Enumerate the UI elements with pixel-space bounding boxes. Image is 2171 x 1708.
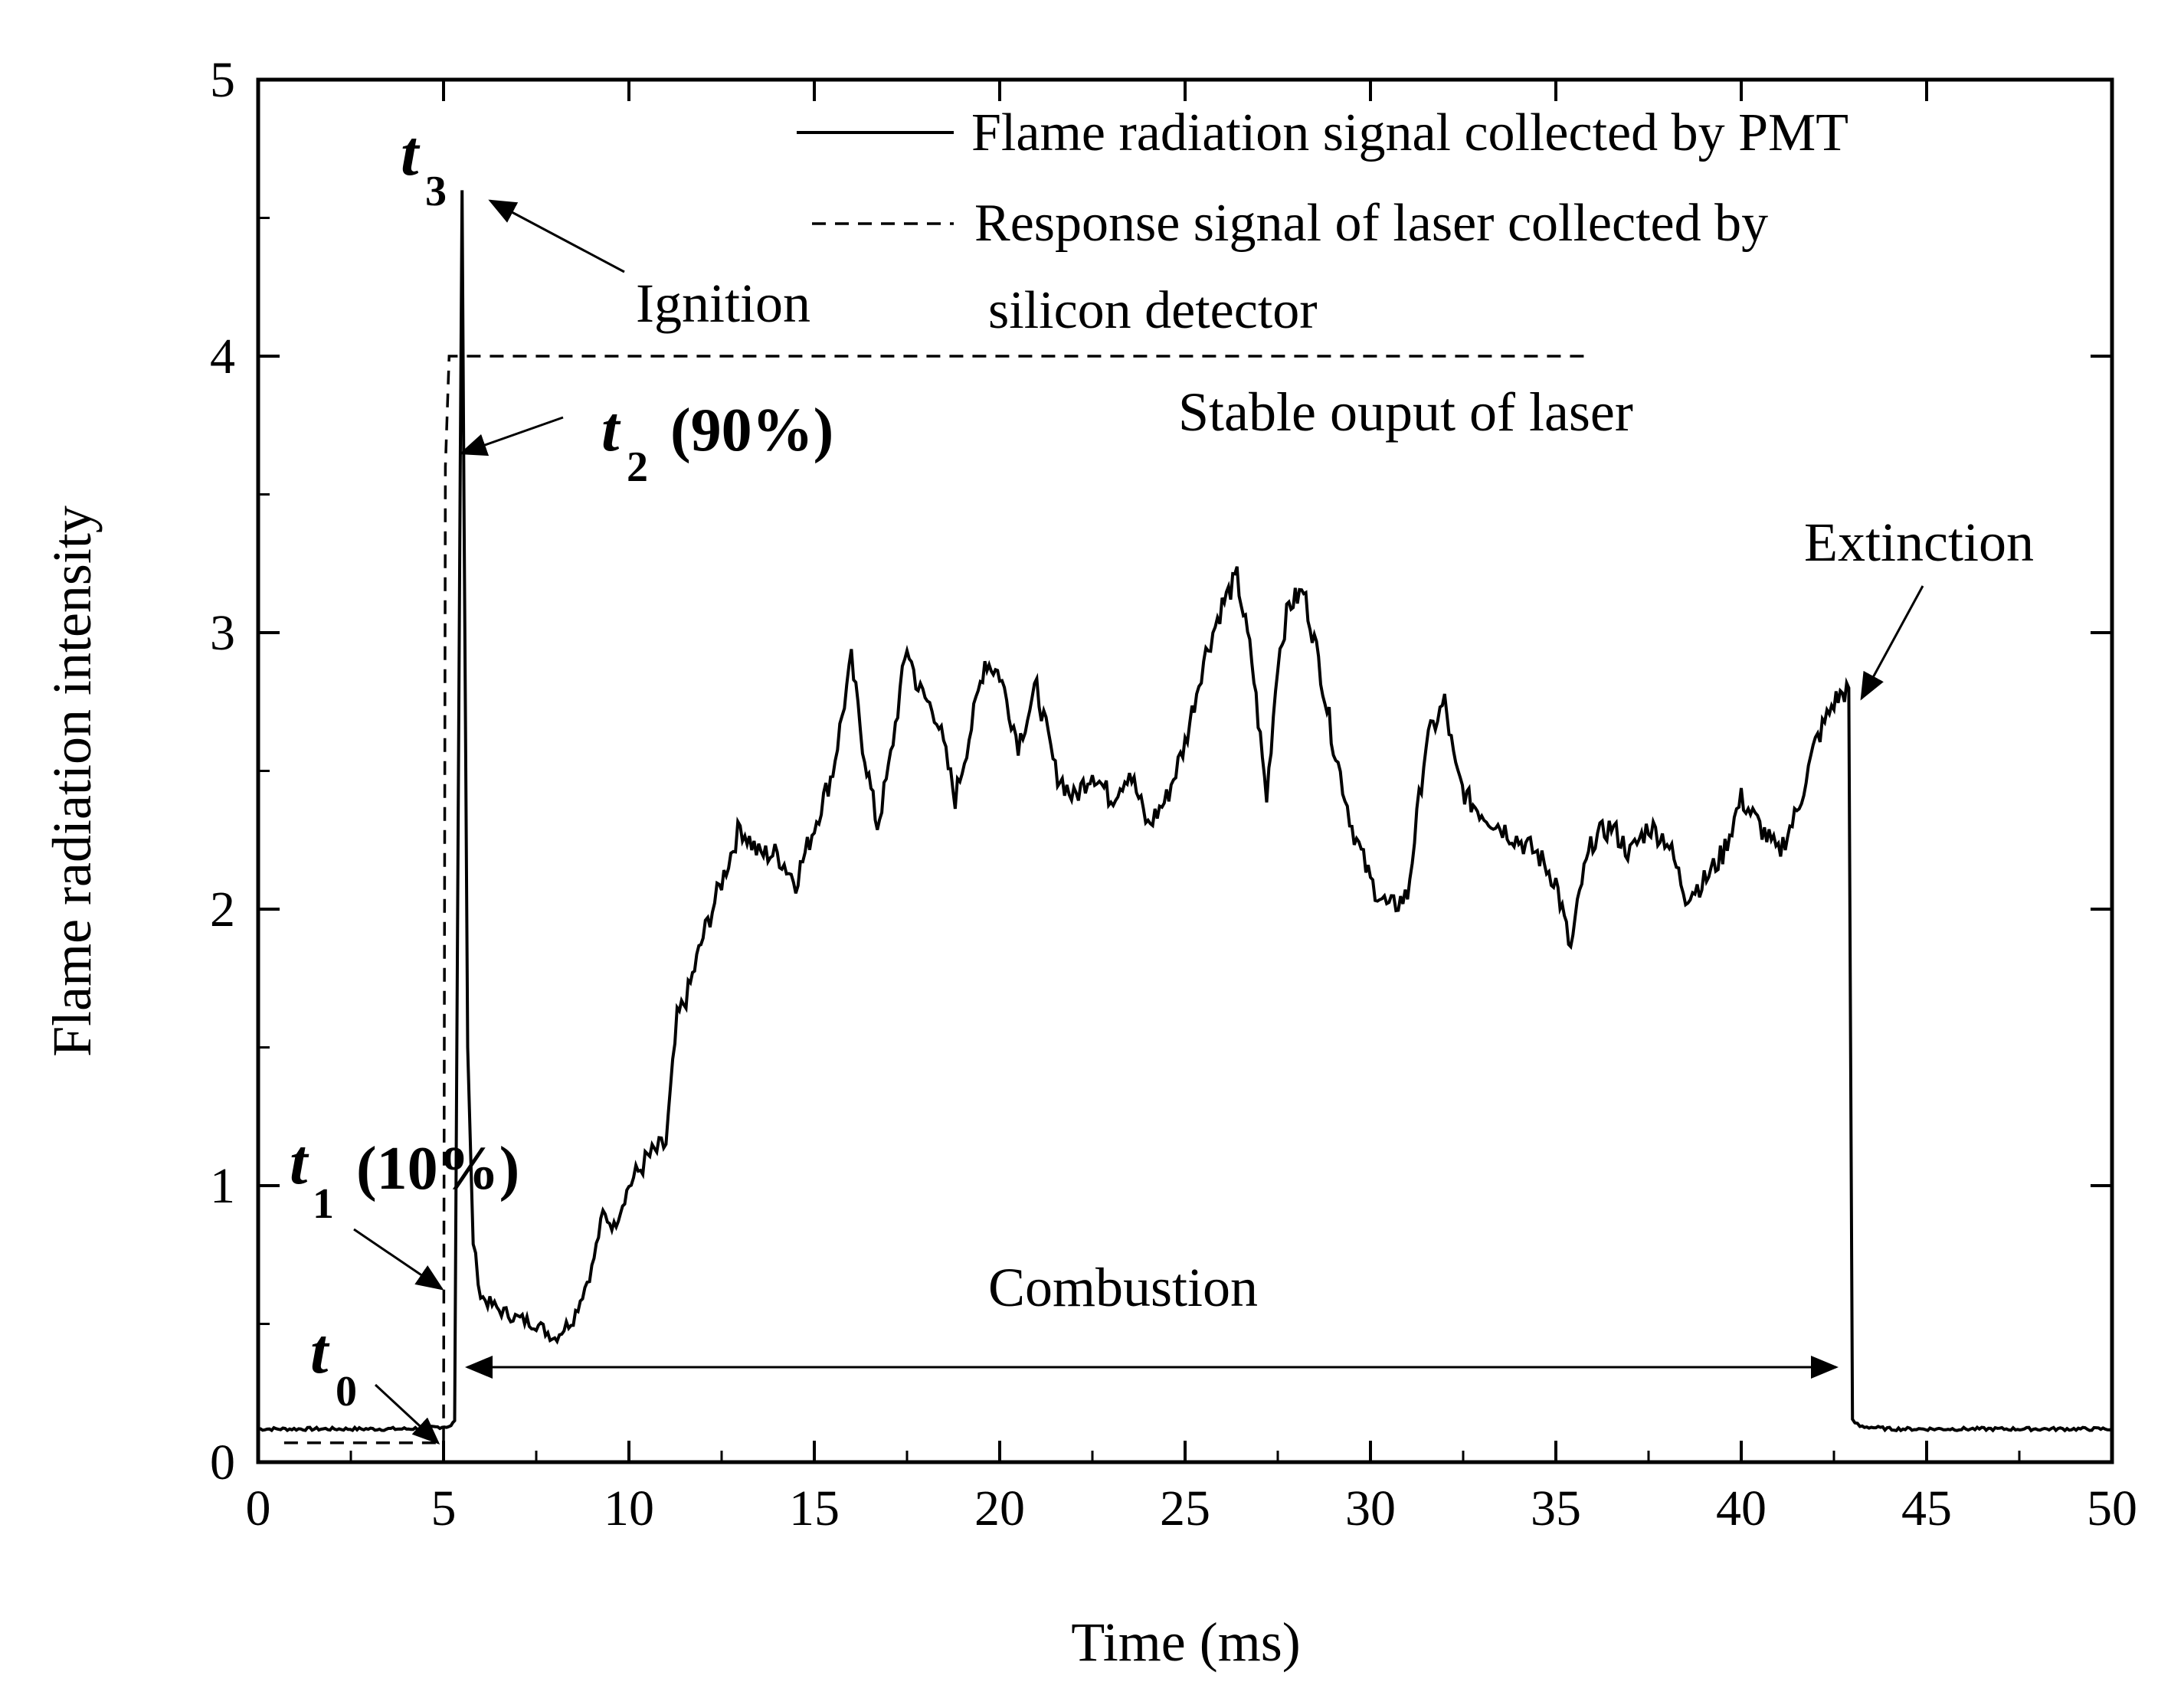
t1-subscript: 1 (313, 1180, 334, 1228)
legend-entry-pmt: Flame radiation signal collected by PMT (971, 103, 1848, 162)
y-tick-label: 4 (210, 329, 235, 384)
t3-subscript: 3 (425, 168, 447, 215)
x-tick-label: 15 (789, 1481, 840, 1536)
x-tick-label: 25 (1160, 1481, 1210, 1536)
extinction-arrow (1860, 585, 1924, 701)
x-tick-label: 5 (431, 1481, 457, 1536)
ignition-arrow (488, 199, 625, 273)
x-axis-title: Time (ms) (1071, 1611, 1300, 1673)
legend-entry-laser: Response signal of laser collected by (974, 194, 1768, 253)
t2-percent: (90%) (670, 397, 833, 464)
x-tick-label: 30 (1345, 1481, 1396, 1536)
t1-percent: (10%) (356, 1135, 519, 1202)
pmt-signal-line (257, 190, 2113, 1433)
combustion-label: Combustion (988, 1257, 1258, 1318)
y-tick-label: 5 (210, 52, 235, 108)
laser-signal-line (283, 355, 1593, 1445)
x-tick-label: 0 (246, 1481, 271, 1536)
legend-entry-laser-cont: silicon detector (988, 281, 1318, 340)
extinction-label: Extinction (1804, 512, 2034, 573)
ignition-label: Ignition (636, 273, 810, 334)
t0-arrow (374, 1383, 440, 1445)
t3-label: t (401, 118, 421, 189)
annotations: t 3 Ignition t 2 (90%) Stable ouput of l… (290, 118, 2034, 1445)
t2-label: t (601, 394, 621, 465)
t2-arrow (459, 416, 564, 456)
x-tick-label: 10 (604, 1481, 654, 1536)
x-tick-label: 20 (974, 1481, 1025, 1536)
t0-subscript: 0 (336, 1368, 357, 1415)
t2-subscript: 2 (627, 443, 648, 491)
y-axis-title: Flame radiation intensity (41, 506, 103, 1057)
y-axis-ticks: 0 1 2 3 4 5 (210, 52, 2112, 1490)
t0-label: t (310, 1316, 330, 1387)
t1-arrow (353, 1228, 444, 1291)
y-tick-label: 0 (210, 1435, 235, 1490)
y-tick-label: 1 (210, 1158, 235, 1214)
x-tick-label: 40 (1716, 1481, 1767, 1536)
x-tick-label: 50 (2087, 1481, 2137, 1536)
y-tick-label: 3 (210, 605, 235, 661)
y-tick-label: 2 (210, 882, 235, 937)
x-axis-ticks: 0 5 10 15 20 25 30 35 40 45 50 (246, 80, 2137, 1536)
t1-label: t (290, 1127, 309, 1198)
x-tick-label: 35 (1531, 1481, 1581, 1536)
stable-output-label: Stable ouput of laser (1178, 381, 1633, 443)
x-tick-label: 45 (1901, 1481, 1952, 1536)
legend: Flame radiation signal collected by PMT … (797, 103, 1848, 340)
